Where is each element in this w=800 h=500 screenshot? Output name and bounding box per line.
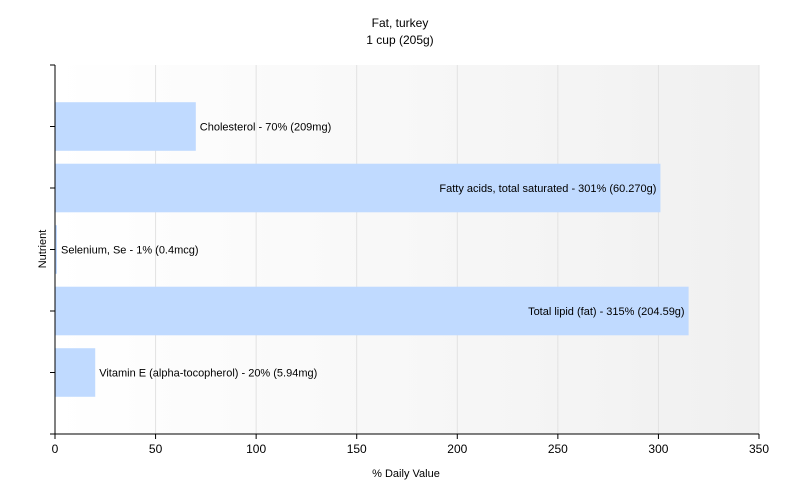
x-tick-label: 250: [548, 442, 568, 456]
x-tick-label: 200: [447, 442, 467, 456]
x-tick-label: 100: [246, 442, 266, 456]
bar-label: Vitamin E (alpha-tocopherol) - 20% (5.94…: [99, 368, 317, 380]
bar-label: Fatty acids, total saturated - 301% (60.…: [439, 183, 656, 195]
bar: [55, 225, 58, 274]
bar: [55, 286, 689, 336]
x-tick-label: 150: [347, 442, 367, 456]
bar-label: Cholesterol - 70% (209mg): [200, 122, 331, 134]
x-tick-label: 0: [52, 442, 59, 456]
y-axis-label: Nutrient: [37, 230, 49, 269]
bar-label: Selenium, Se - 1% (0.4mcg): [61, 245, 199, 257]
x-tick-label: 350: [749, 442, 769, 456]
bar-label: Total lipid (fat) - 315% (204.59g): [528, 306, 685, 318]
x-tick-label: 50: [149, 442, 163, 456]
bar: [55, 102, 196, 151]
bar: [55, 348, 96, 397]
bars: Cholesterol - 70% (209mg) Fatty acids, to…: [55, 102, 689, 397]
chart-title: Fat, turkey: [372, 16, 429, 30]
x-tick-label: 300: [648, 442, 668, 456]
chart-subtitle: 1 cup (205g): [366, 33, 433, 47]
bar: [55, 163, 661, 213]
x-axis-label: % Daily Value: [372, 468, 440, 480]
axes: 0 50 100 150 200 250 300 350: [50, 64, 769, 456]
